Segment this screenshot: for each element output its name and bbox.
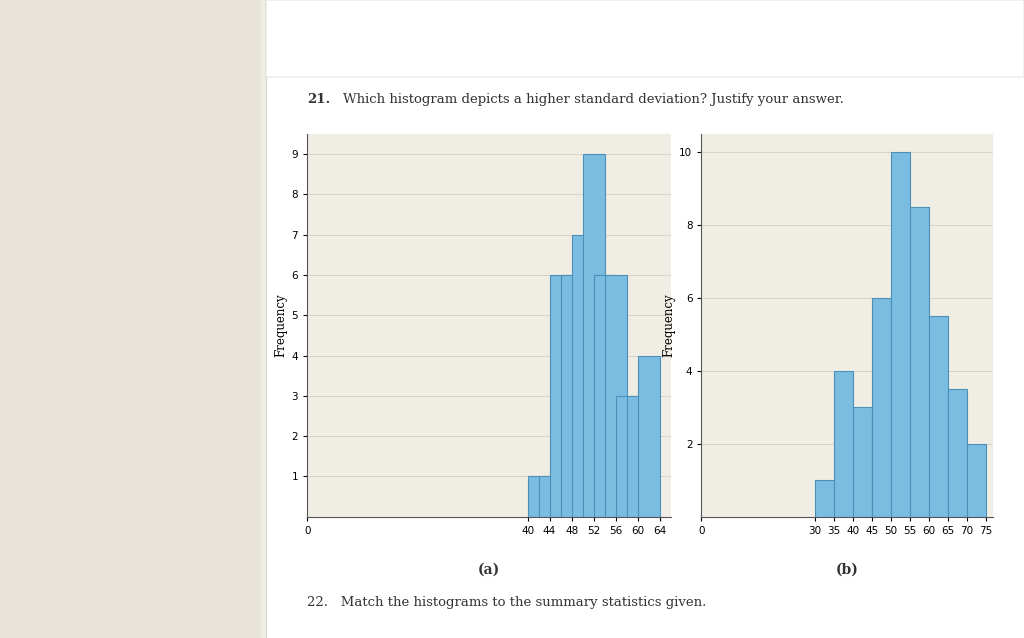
Bar (594, 275, 615, 517)
Bar (853, 408, 872, 517)
Text: (b): (b) (836, 563, 859, 577)
Bar (627, 396, 648, 517)
Text: 22.   Match the histograms to the summary statistics given.: 22. Match the histograms to the summary … (307, 597, 707, 609)
Bar (910, 207, 929, 517)
Text: 21.: 21. (307, 93, 331, 105)
Bar (891, 152, 910, 517)
Bar (604, 275, 627, 517)
Bar (948, 389, 967, 517)
Bar (835, 371, 853, 517)
Bar (967, 444, 986, 517)
Bar (815, 480, 835, 517)
Bar (550, 275, 571, 517)
Text: Which histogram depicts a higher standard deviation? Justify your answer.: Which histogram depicts a higher standar… (343, 93, 844, 105)
Y-axis label: Frequency: Frequency (663, 293, 675, 357)
Text: Section 3.2    Measures of Dispersion    135: Section 3.2 Measures of Dispersion 135 (649, 35, 942, 48)
Text: (a): (a) (478, 563, 500, 577)
Bar (527, 477, 550, 517)
Bar (615, 396, 638, 517)
Y-axis label: Frequency: Frequency (274, 293, 288, 357)
Bar (539, 477, 560, 517)
Bar (583, 154, 604, 517)
Bar (560, 275, 583, 517)
Bar (638, 355, 659, 517)
Bar (571, 235, 594, 517)
Bar (929, 316, 948, 517)
Bar (872, 298, 891, 517)
